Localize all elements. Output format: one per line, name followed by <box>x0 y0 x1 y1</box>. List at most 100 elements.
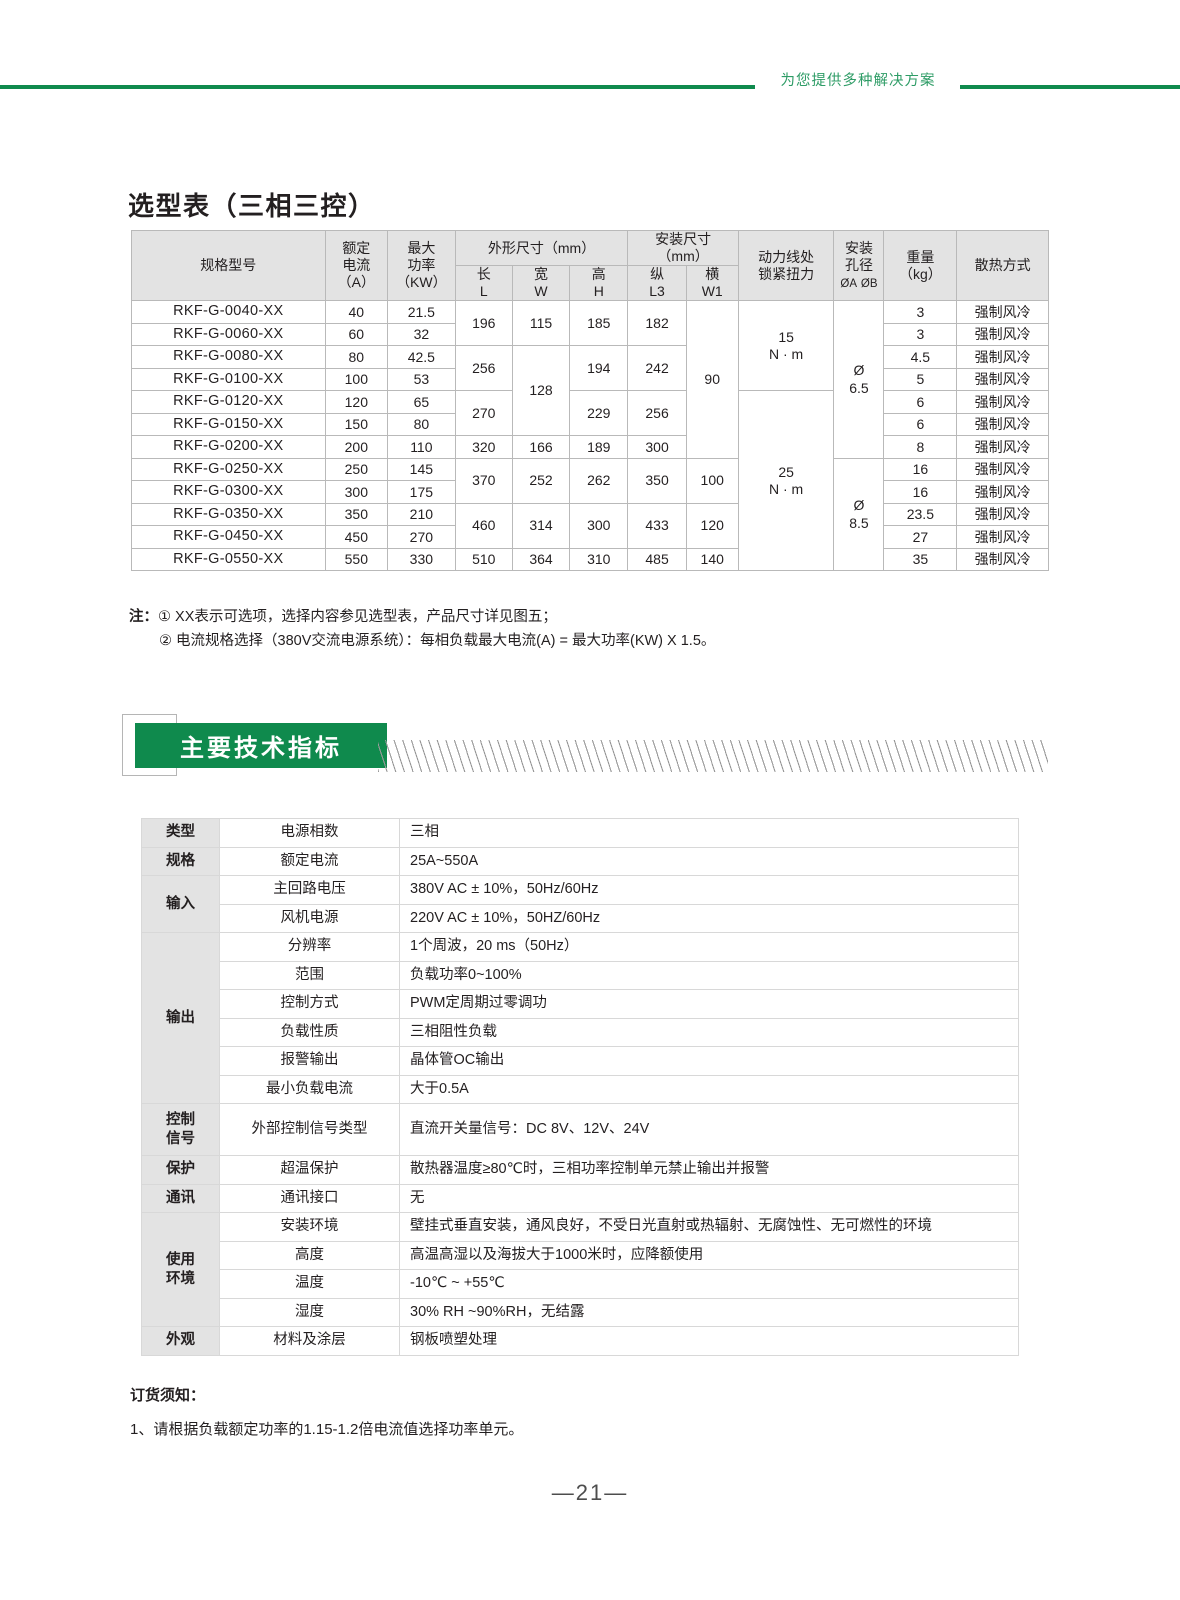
table-row: 类型 电源相数 三相 <box>141 818 1019 848</box>
table-row: RKF-G-0450-XX 450 270 27 强制风冷 <box>131 525 1049 549</box>
cell-power: 210 <box>387 502 456 527</box>
cell-model: RKF-G-0250-XX <box>131 457 326 482</box>
table-row: 最小负载电流 大于0.5A <box>142 1074 1019 1104</box>
cell-current: 450 <box>324 525 389 549</box>
col-torque: 动力线处 锁紧扭力 <box>737 229 835 302</box>
cell-l3: 433 <box>627 502 687 549</box>
cell-model: RKF-G-0200-XX <box>131 435 326 459</box>
col-max-power: 最大 功率 （KW） <box>387 229 456 302</box>
horizontal-line2: W1 <box>701 283 723 300</box>
spec-value: -10℃ ~ +55℃ <box>399 1269 1019 1299</box>
spec-value: PWM定周期过零调功 <box>399 989 1019 1019</box>
cell-l3: 485 <box>627 547 687 572</box>
table-row: 负载性质 三相阻性负载 <box>142 1017 1019 1047</box>
spec-value: 直流开关量信号：DC 8V、12V、24V <box>399 1103 1019 1156</box>
cell-width: 314 <box>511 502 571 549</box>
spec-name: 额定电流 <box>219 846 400 876</box>
hole-line2: 孔径 <box>844 257 873 274</box>
cell-cooling: 强制风冷 <box>956 502 1049 527</box>
cell-current: 120 <box>324 390 389 414</box>
col-model: 规格型号 <box>131 229 326 302</box>
max-power-line2: 功率 <box>407 257 436 274</box>
col-mounting-dimensions: 安装尺寸 （mm） <box>627 229 739 267</box>
rated-current-line1: 额定 <box>342 240 371 257</box>
mount-dim-line1: 安装尺寸 <box>655 231 712 247</box>
spec-category: 规格 <box>141 846 220 876</box>
table-row: 通讯 通讯接口 无 <box>141 1183 1019 1213</box>
col-weight: 重量 （kg） <box>883 229 958 302</box>
hole-line4: ØB <box>860 278 878 291</box>
table-row: RKF-G-0300-XX 300 175 16 强制风冷 <box>131 480 1049 504</box>
cell-width: 166 <box>511 435 571 459</box>
cell-power: 110 <box>387 435 456 459</box>
table-row: 输入 主回路电压 380V AC ± 10%，50Hz/60Hz <box>141 875 1019 933</box>
length-line1: 长 <box>476 266 491 283</box>
spec-category: 通讯 <box>141 1183 220 1213</box>
spec-category: 输出 <box>141 932 220 1104</box>
cell-w1: 120 <box>685 502 739 549</box>
cell-cooling: 强制风冷 <box>956 525 1049 549</box>
cell-current: 300 <box>324 480 389 504</box>
spec-value: 负载功率0~100% <box>399 960 1019 990</box>
spec-category: 类型 <box>141 818 220 848</box>
spec-name: 电源相数 <box>219 818 400 848</box>
cell-l3: 300 <box>627 435 687 459</box>
spec-name: 材料及涂层 <box>219 1326 400 1356</box>
spec-category: 输入 <box>141 875 220 933</box>
table-row: 高度 高温高湿以及海拔大于1000米时，应降额使用 <box>142 1240 1019 1270</box>
mount-dim-line2: （mm） <box>657 248 709 265</box>
table-row: 湿度 30% RH ~90%RH，无结露 <box>142 1297 1019 1327</box>
cell-height: 189 <box>569 435 629 459</box>
cell-model: RKF-G-0550-XX <box>131 547 326 572</box>
cell-weight: 23.5 <box>883 502 958 527</box>
cell-height: 300 <box>569 502 629 549</box>
weight-line2: （kg） <box>898 265 942 282</box>
cell-cooling: 强制风冷 <box>956 367 1049 392</box>
table-row: RKF-G-0200-XX 200 110 320 166 189 300 8 … <box>131 435 1049 459</box>
cell-length: 196 <box>454 300 513 347</box>
table-row: RKF-G-0080-XX 80 42.5 256 128 194 242 4.… <box>131 345 1049 437</box>
cell-width: 252 <box>511 457 571 504</box>
col-horizontal: 横 W1 <box>685 265 739 302</box>
cell-height: 310 <box>569 547 629 572</box>
notes-item-2: ② 电流规格选择（380V交流电源系统）：每相负载最大电流(A) = 最大功率(… <box>159 632 716 649</box>
ordering-title: 订货须知： <box>130 1387 206 1404</box>
col-cooling: 散热方式 <box>956 229 1049 302</box>
spec-name: 湿度 <box>219 1297 400 1327</box>
table-row: RKF-G-0120-XX 120 65 270 229 256 25 N · … <box>131 390 1049 572</box>
table-row: 控制方式 PWM定周期过零调功 <box>142 989 1019 1019</box>
height-line1: 高 <box>591 266 606 283</box>
spec-value: 30% RH ~90%RH，无结露 <box>399 1297 1019 1327</box>
notes-label: 注： <box>129 609 158 625</box>
table-row: 温度 -10℃ ~ +55℃ <box>142 1269 1019 1299</box>
table-row: RKF-G-0550-XX 550 330 510 364 310 485 14… <box>131 547 1049 572</box>
cell-length: 370 <box>454 457 513 504</box>
cell-cooling: 强制风冷 <box>956 412 1049 437</box>
cell-power: 21.5 <box>387 300 456 324</box>
cell-hole: Ø 8.5 <box>833 457 885 572</box>
cell-cooling: 强制风冷 <box>956 457 1049 482</box>
cell-width: 115 <box>511 300 571 347</box>
spec-value: 无 <box>399 1183 1019 1213</box>
cell-current: 80 <box>324 345 389 369</box>
spec-value: 钢板喷塑处理 <box>399 1326 1019 1356</box>
cell-l3: 182 <box>627 300 687 347</box>
cell-current: 200 <box>324 435 389 459</box>
horizontal-line1: 横 <box>705 266 720 283</box>
spec-value: 220V AC ± 10%，50HZ/60Hz <box>399 903 1019 933</box>
torque-value: 15 <box>778 328 794 345</box>
length-line2: L <box>479 283 488 300</box>
spec-table-body: 类型 电源相数 三相 规格 额定电流 25A~550A 输入 主回路电压 380… <box>141 818 1019 1356</box>
cell-l3: 242 <box>627 345 687 392</box>
cell-length: 256 <box>454 345 513 392</box>
header-tagline: 为您提供多种解决方案 <box>780 73 936 89</box>
table-row: 外观 材料及涂层 钢板喷塑处理 <box>141 1326 1019 1356</box>
table-row: 风机电源 220V AC ± 10%，50HZ/60Hz <box>142 903 1019 933</box>
torque-line1: 动力线处 <box>758 248 815 265</box>
cell-model: RKF-G-0100-XX <box>131 367 326 392</box>
torque-line2: 锁紧扭力 <box>758 265 815 282</box>
cell-model: RKF-G-0300-XX <box>131 480 326 504</box>
cell-cooling: 强制风冷 <box>956 345 1049 369</box>
width-line1: 宽 <box>534 266 549 283</box>
env-line2: 环境 <box>166 1270 195 1287</box>
